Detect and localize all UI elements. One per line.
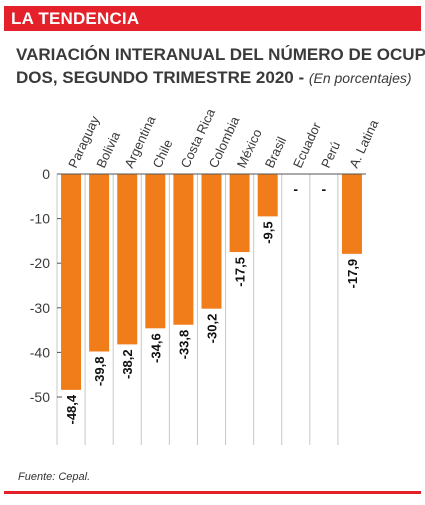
bar-value-label: -48,4 (64, 394, 79, 424)
bar-value-label: - (322, 181, 327, 197)
category-label: Brasil (262, 134, 289, 170)
chart-subtitle: (En porcentajes) (308, 70, 412, 86)
section-banner: LA TENDENCIA (4, 6, 421, 31)
chart-title-line1: VARIACIÓN INTERANUAL DEL NÚMERO DE OCUPA… (16, 45, 425, 64)
bar-value-label: -34,6 (148, 333, 163, 363)
chart-title-line2: DOS, SEGUNDO TRIMESTRE 2020 - (En porcen… (16, 66, 412, 90)
bar-value-label: -33,8 (176, 330, 191, 360)
chart-title-line2-text: DOS, SEGUNDO TRIMESTRE 2020 - (16, 68, 309, 87)
banner-label: LA TENDENCIA (11, 9, 140, 28)
bar-value-label: -9,5 (261, 221, 276, 243)
bar-6 (201, 174, 222, 309)
bar-7 (229, 174, 250, 253)
bar-1 (61, 174, 82, 390)
bar-4 (145, 174, 166, 329)
category-label: A. Latina (346, 117, 382, 171)
category-label: Perú (318, 139, 343, 170)
bar-value-label: -38,2 (120, 349, 135, 379)
bar-11 (341, 174, 362, 254)
source-note: Fuente: Cepal. (18, 471, 91, 483)
category-label: México (234, 127, 265, 171)
bar-2 (89, 174, 110, 352)
bar-5 (173, 174, 194, 325)
y-tick-label: -30 (30, 300, 50, 316)
bar-3 (117, 174, 138, 345)
chart-title: VARIACIÓN INTERANUAL DEL NÚMERO DE OCUPA… (16, 43, 425, 90)
bar-value-label: -39,8 (92, 357, 107, 387)
bar-8 (257, 174, 278, 217)
category-label: Bolivia (93, 129, 123, 171)
bottom-rule (4, 491, 421, 494)
y-tick-label: 0 (42, 166, 50, 182)
bar-value-label: -17,9 (345, 259, 360, 289)
bar-value-label: -30,2 (205, 314, 220, 344)
bar-value-label: - (293, 181, 298, 197)
y-tick-label: -50 (30, 389, 50, 405)
y-tick-label: -40 (30, 344, 50, 360)
y-tick-label: -20 (30, 255, 50, 271)
y-tick-label: -10 (30, 211, 50, 227)
category-label: Chile (149, 137, 175, 170)
bar-value-label: -17,5 (233, 257, 248, 287)
